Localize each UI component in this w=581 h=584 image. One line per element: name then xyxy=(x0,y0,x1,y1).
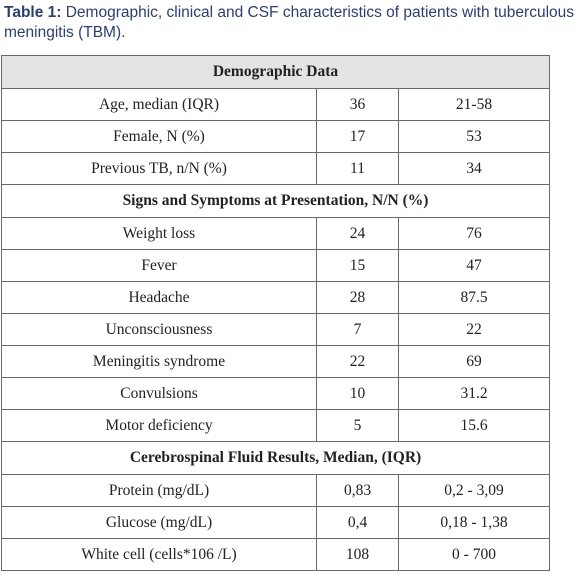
table-caption-label: Table 1: xyxy=(4,4,62,21)
row-value-1: 24 xyxy=(316,217,399,250)
table-caption-text: Demographic, clinical and CSF characteri… xyxy=(4,4,575,41)
row-value-2: 0,2 - 3,09 xyxy=(398,474,550,507)
section-title: Cerebrospinal Fluid Results, Median, (IQ… xyxy=(1,441,550,475)
row-label: Previous TB, n/N (%) xyxy=(1,152,317,185)
row-value-2: 69 xyxy=(398,345,550,378)
row-value-1: 17 xyxy=(316,120,399,153)
row-value-1: 28 xyxy=(316,281,399,314)
table-row: Fever 15 47 xyxy=(1,249,550,282)
row-label: Motor deficiency xyxy=(1,409,317,442)
section-header-row: Demographic Data xyxy=(1,55,550,89)
table-row: Female, N (%) 17 53 xyxy=(1,120,550,153)
row-value-2: 53 xyxy=(398,120,550,153)
row-value-2: 15.6 xyxy=(398,409,550,442)
table-row: Glucose (mg/dL) 0,4 0,18 - 1,38 xyxy=(1,506,550,539)
section-header-row: Signs and Symptoms at Presentation, N/N … xyxy=(1,184,550,218)
row-value-1: 0,83 xyxy=(316,474,399,507)
row-value-1: 5 xyxy=(316,409,399,442)
section-title: Demographic Data xyxy=(1,55,550,89)
row-value-2: 76 xyxy=(398,217,550,250)
row-label: Fever xyxy=(1,249,317,282)
row-label: Convulsions xyxy=(1,377,317,410)
row-label: Glucose (mg/dL) xyxy=(1,506,317,539)
row-value-2: 0,18 - 1,38 xyxy=(398,506,550,539)
section-title: Signs and Symptoms at Presentation, N/N … xyxy=(1,184,550,218)
row-label: Age, median (IQR) xyxy=(1,88,317,121)
row-label: Female, N (%) xyxy=(1,120,317,153)
row-label: Weight loss xyxy=(1,217,317,250)
table-row: Unconsciousness 7 22 xyxy=(1,313,550,346)
table-row: Convulsions 10 31.2 xyxy=(1,377,550,410)
table-row: White cell (cells*106 /L) 108 0 - 700 xyxy=(1,538,550,571)
section-header-row: Cerebrospinal Fluid Results, Median, (IQ… xyxy=(1,441,550,475)
table-row: Meningitis syndrome 22 69 xyxy=(1,345,550,378)
row-label: White cell (cells*106 /L) xyxy=(1,538,317,571)
row-value-2: 34 xyxy=(398,152,550,185)
row-value-1: 7 xyxy=(316,313,399,346)
row-value-1: 36 xyxy=(316,88,399,121)
row-value-1: 108 xyxy=(316,538,399,571)
row-value-2: 0 - 700 xyxy=(398,538,550,571)
row-value-2: 31.2 xyxy=(398,377,550,410)
table-row: Headache 28 87.5 xyxy=(1,281,550,314)
table-row: Previous TB, n/N (%) 11 34 xyxy=(1,152,550,185)
row-label: Protein (mg/dL) xyxy=(1,474,317,507)
row-label: Unconsciousness xyxy=(1,313,317,346)
row-value-2: 47 xyxy=(398,249,550,282)
patient-characteristics-table: Demographic Data Age, median (IQR) 36 21… xyxy=(1,55,550,571)
table-row: Protein (mg/dL) 0,83 0,2 - 3,09 xyxy=(1,474,550,507)
row-value-1: 0,4 xyxy=(316,506,399,539)
table-row: Motor deficiency 5 15.6 xyxy=(1,409,550,442)
row-value-1: 10 xyxy=(316,377,399,410)
table-row: Age, median (IQR) 36 21-58 xyxy=(1,88,550,121)
row-value-2: 87.5 xyxy=(398,281,550,314)
table-row: Weight loss 24 76 xyxy=(1,217,550,250)
row-value-1: 15 xyxy=(316,249,399,282)
table-caption: Table 1: Demographic, clinical and CSF c… xyxy=(4,3,576,43)
row-value-2: 22 xyxy=(398,313,550,346)
row-value-1: 22 xyxy=(316,345,399,378)
row-value-2: 21-58 xyxy=(398,88,550,121)
row-label: Headache xyxy=(1,281,317,314)
row-label: Meningitis syndrome xyxy=(1,345,317,378)
row-value-1: 11 xyxy=(316,152,399,185)
